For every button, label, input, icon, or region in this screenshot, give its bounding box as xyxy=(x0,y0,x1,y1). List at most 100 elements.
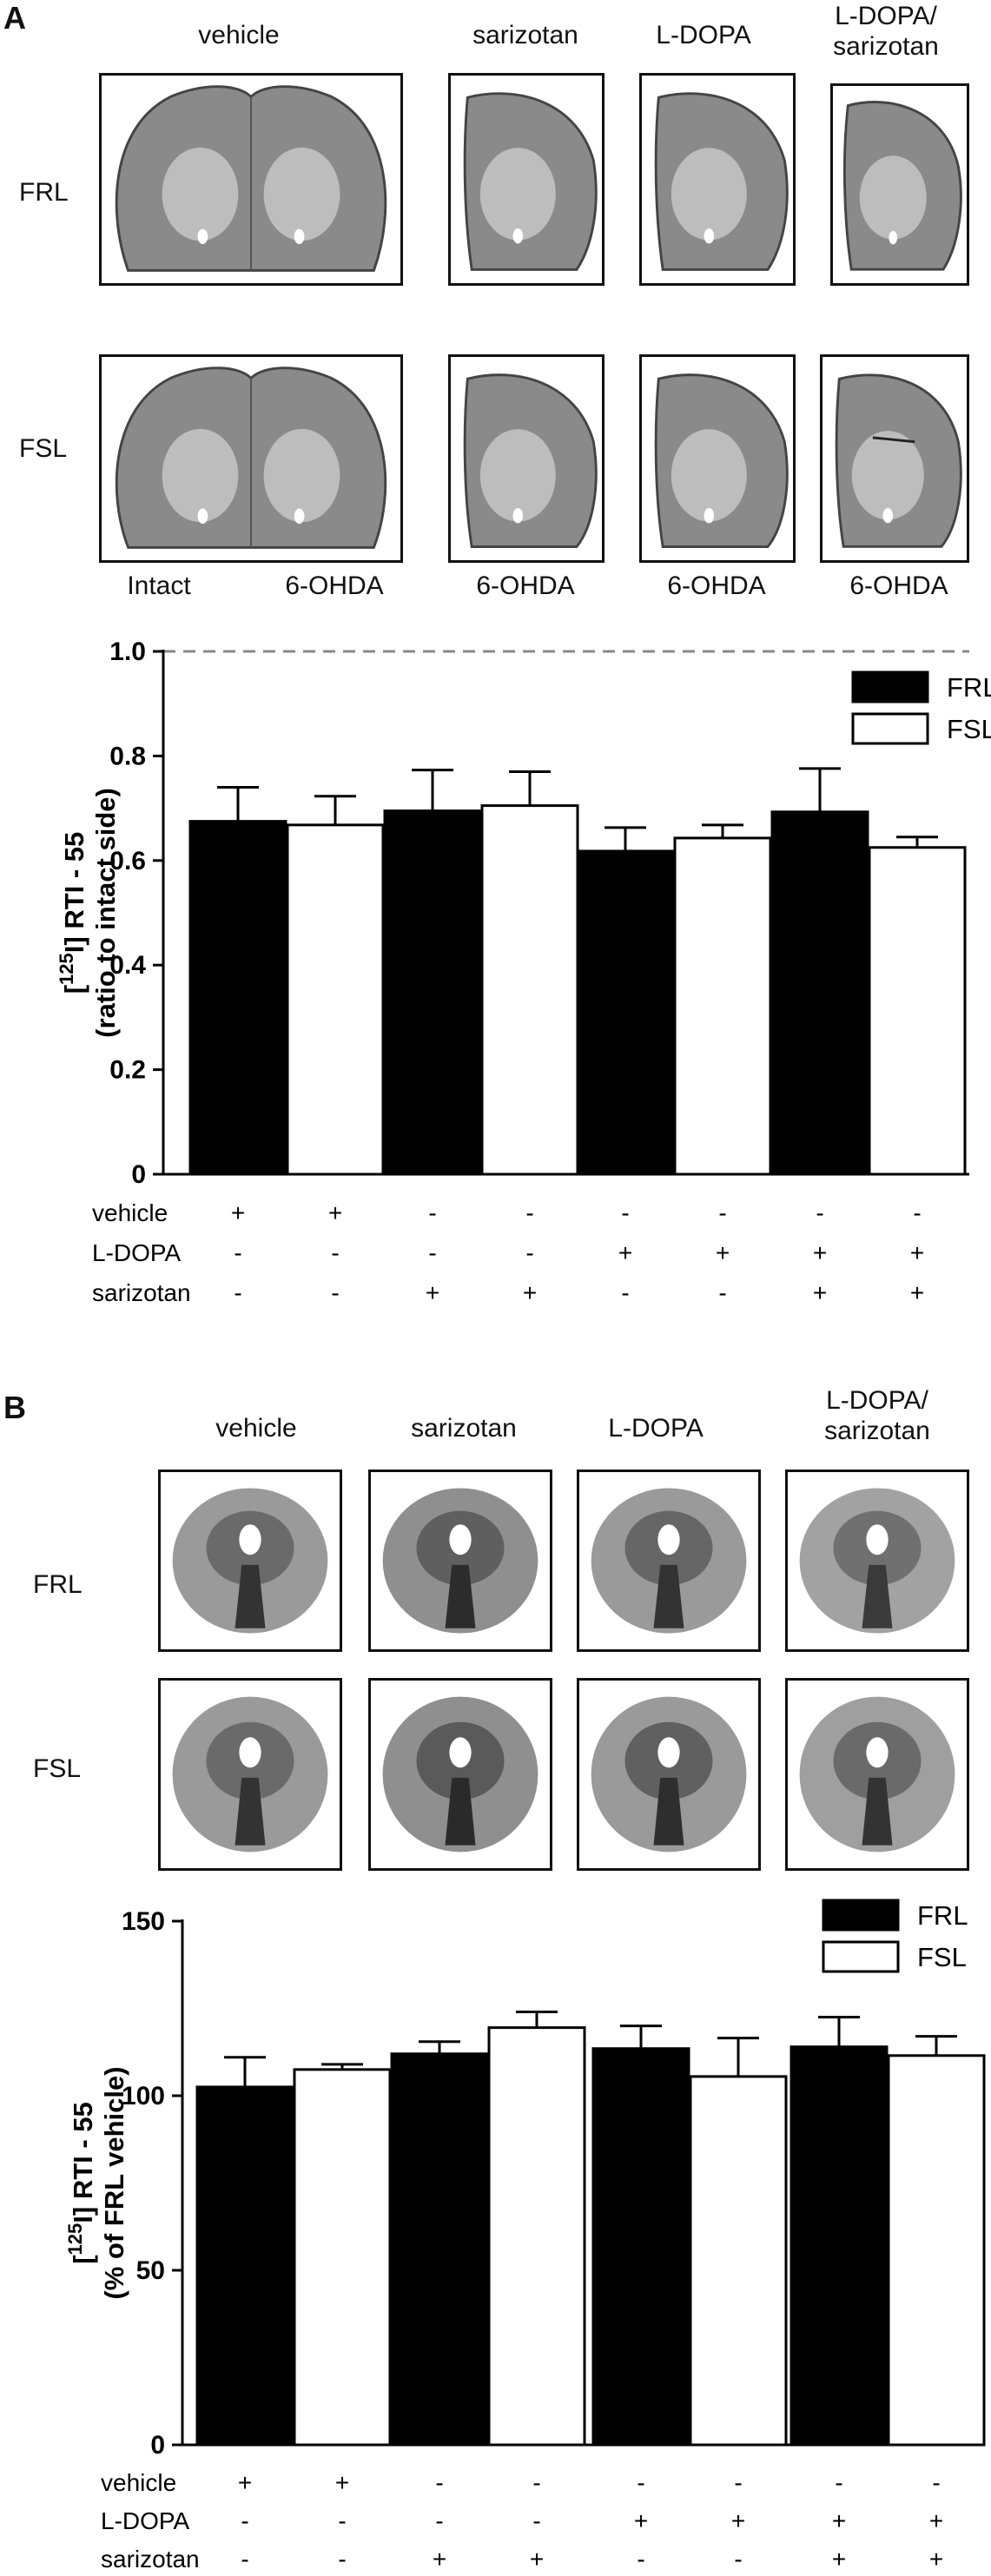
chart-a-y-label-line1: [125I] RTI - 55 xyxy=(56,832,89,994)
chart-b-treatment-sign-2-1: - xyxy=(338,2546,346,2573)
chart-b-treatment-sign-0-6: - xyxy=(835,2469,842,2496)
chart-a-bar-frl-0 xyxy=(188,820,287,1176)
chart-b-treatment-sign-0-0: + xyxy=(238,2469,252,2496)
chart-a-y-tick-label-0: 0 xyxy=(131,1160,146,1189)
chart-b-treatment-sign-0-1: + xyxy=(335,2469,349,2496)
chart-a-treatment-sign-1-0: - xyxy=(234,1239,241,1266)
chart-a-treatment-sign-0-2: - xyxy=(428,1199,436,1226)
brain-image-b-frl-ldopa xyxy=(577,1470,761,1652)
chart-a: 0 0.2 0.4 0.6 0.8 1.0 [125I] RTI - 55 (ratio to… xyxy=(56,637,991,1306)
chart-b-treatment-sign-0-7: - xyxy=(932,2469,940,2496)
brain-image-b-fsl-ldopa xyxy=(577,1678,761,1871)
chart-b-treatment-sign-2-5: - xyxy=(734,2546,742,2573)
panel-a-label-6ohda-vehicle: 6-OHDA xyxy=(285,571,384,600)
chart-b-treatment-sign-1-0: - xyxy=(241,2507,248,2534)
chart-a-treatment-sign-1-7: + xyxy=(910,1239,924,1266)
chart-b-treatment-sign-1-3: - xyxy=(532,2507,540,2534)
chart-b-legend-label-frl: FRL xyxy=(917,1900,968,1931)
chart-b-treatment-sign-1-1: - xyxy=(338,2507,346,2534)
chart-a-treatment-sign-2-7: + xyxy=(910,1279,924,1306)
chart-a-legend-label-frl: FRL xyxy=(947,672,991,703)
chart-a-bar-frl-2 xyxy=(576,849,675,1176)
chart-b-y-label-line2: (% of FRL vehicle) xyxy=(99,2066,129,2299)
chart-b: 0 50 100 150 [125I] RTI - 55 (% of FRL vehicl… xyxy=(64,1899,986,2573)
chart-b-y-tick-label-2: 100 xyxy=(122,2082,165,2110)
chart-b-treatment-sign-2-0: - xyxy=(241,2546,248,2573)
chart-b-treatment-sign-0-3: - xyxy=(532,2469,540,2496)
chart-b-bar-frl-3 xyxy=(789,2045,889,2447)
brain-image-b-fsl-vehicle xyxy=(158,1678,342,1871)
panel-a-col-ldopa: L-DOPA xyxy=(656,21,751,50)
chart-b-treatment-sign-2-6: + xyxy=(832,2546,846,2573)
panel-b-row-fsl: FSL xyxy=(33,1754,82,1783)
panel-b-row-frl: FRL xyxy=(33,1570,83,1599)
panel-b-col-ldopa: L-DOPA xyxy=(608,1414,704,1443)
chart-b-y-tick-label-1: 50 xyxy=(136,2256,165,2285)
chart-a-treatment-label-2: sarizotan xyxy=(92,1279,191,1306)
panel-a-label-6ohda-ldopa-sarizotan: 6-OHDA xyxy=(849,571,948,600)
chart-b-treatment-sign-1-5: + xyxy=(731,2507,745,2534)
chart-b-treatment-sign-2-4: - xyxy=(637,2546,644,2573)
chart-a-treatment-sign-2-4: - xyxy=(621,1279,629,1306)
panel-a-col-sarizotan: sarizotan xyxy=(472,21,578,50)
chart-b-treatment-sign-1-6: + xyxy=(832,2507,846,2534)
chart-b-treatment-label-2: sarizotan xyxy=(101,2546,200,2573)
chart-b-y-label-line1: [125I] RTI - 55 xyxy=(64,2102,98,2264)
chart-a-treatment-sign-2-0: - xyxy=(234,1279,241,1306)
panel-a-col-ldopa-sarizotan: L-DOPA/ sarizotan xyxy=(833,2,939,61)
chart-b-treatment-sign-1-2: - xyxy=(435,2507,443,2534)
chart-a-y-tick-label-2: 0.4 xyxy=(109,951,146,980)
panel-b-col-sarizotan: sarizotan xyxy=(411,1414,517,1443)
panel-a-label-intact: Intact xyxy=(127,571,191,600)
brain-image-a-fsl-sarizotan xyxy=(448,354,605,563)
chart-a-bar-fsl-0 xyxy=(286,823,385,1176)
chart-b-bar-fsl-2 xyxy=(689,2075,788,2447)
chart-b-treatment-label-0: vehicle xyxy=(101,2469,176,2496)
chart-b-treatment-sign-0-5: - xyxy=(734,2469,742,2496)
chart-a-legend-label-fsl: FSL xyxy=(947,714,991,744)
chart-b-bar-fsl-3 xyxy=(887,2054,986,2447)
chart-a-legend-swatch-frl xyxy=(851,670,929,703)
chart-b-legend-swatch-fsl xyxy=(822,1940,900,1973)
chart-b-y-tick-label-0: 0 xyxy=(150,2431,165,2460)
panel-a-letter: A xyxy=(3,0,26,36)
chart-b-bar-frl-1 xyxy=(390,2052,489,2447)
chart-a-bar-fsl-3 xyxy=(868,846,967,1176)
chart-b-treatment-sign-2-2: + xyxy=(433,2546,446,2573)
brain-image-b-fsl-sarizotan xyxy=(368,1678,552,1871)
chart-a-treatment-label-0: vehicle xyxy=(92,1199,168,1226)
chart-a-treatment-sign-2-2: + xyxy=(426,1279,439,1306)
chart-a-bar-frl-1 xyxy=(383,809,482,1176)
chart-a-treatment-sign-0-6: - xyxy=(816,1199,823,1226)
chart-b-legend-swatch-frl xyxy=(822,1899,900,1932)
chart-a-treatment-sign-2-1: - xyxy=(331,1279,339,1306)
chart-a-treatment-sign-2-5: - xyxy=(718,1279,726,1306)
chart-a-bar-frl-3 xyxy=(770,810,869,1176)
chart-a-treatment-sign-0-7: - xyxy=(913,1199,921,1226)
brain-image-b-fsl-ldopa-sarizotan xyxy=(785,1678,969,1871)
chart-a-treatment-sign-1-3: - xyxy=(525,1239,533,1266)
brain-image-a-fsl-ldopa xyxy=(639,354,796,563)
chart-a-y-tick-label-1: 0.2 xyxy=(109,1056,146,1085)
panel-b-col-vehicle: vehicle xyxy=(215,1414,297,1443)
chart-a-bar-fsl-1 xyxy=(480,804,579,1176)
chart-b-treatment-sign-2-7: + xyxy=(929,2546,943,2573)
panel-a-row-fsl: FSL xyxy=(19,434,68,463)
brain-image-b-frl-vehicle xyxy=(158,1470,342,1652)
panel-b-col-ldopa-sarizotan: L-DOPA/ sarizotan xyxy=(824,1386,930,1445)
chart-a-legend-swatch-fsl xyxy=(851,712,929,745)
chart-b-legend-label-fsl: FSL xyxy=(917,1942,967,1972)
chart-b-treatment-sign-0-2: - xyxy=(435,2469,443,2496)
chart-a-y-tick-label-3: 0.6 xyxy=(109,847,146,875)
chart-a-treatment-sign-1-4: + xyxy=(618,1239,632,1266)
chart-a-treatment-label-1: L-DOPA xyxy=(92,1239,181,1266)
panel-a-row-frl: FRL xyxy=(19,178,69,207)
chart-a-treatment-sign-1-2: - xyxy=(428,1239,436,1266)
chart-b-bar-frl-2 xyxy=(591,2047,690,2447)
chart-b-treatment-sign-1-7: + xyxy=(929,2507,943,2534)
chart-a-treatment-sign-2-6: + xyxy=(813,1279,827,1306)
chart-a-y-label-line2: (ratio to intact side) xyxy=(90,788,121,1038)
chart-a-y-tick-label-5: 1.0 xyxy=(109,637,146,666)
chart-b-treatment-sign-1-4: + xyxy=(634,2507,648,2534)
brain-image-a-fsl-vehicle xyxy=(99,354,403,563)
